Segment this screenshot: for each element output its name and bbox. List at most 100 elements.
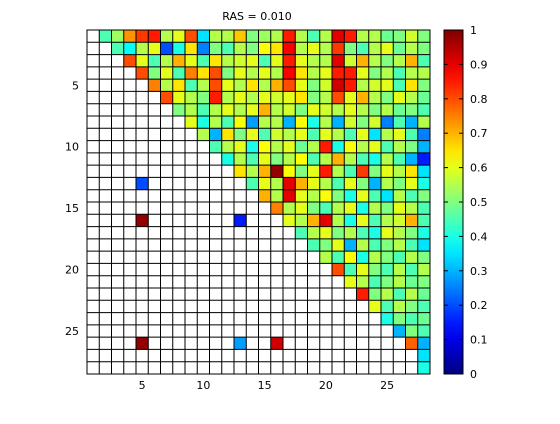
heatmap-cell (221, 66, 235, 80)
heatmap-cell (356, 202, 370, 215)
heatmap-cell (417, 165, 431, 178)
heatmap-cell (393, 128, 406, 141)
heatmap-cell (258, 103, 272, 117)
heatmap-cell (417, 288, 431, 301)
heatmap-cell (172, 103, 186, 117)
heatmap-cell (405, 79, 419, 92)
heatmap-cell (405, 202, 419, 215)
heatmap-cell (393, 152, 406, 166)
heatmap-cell (405, 263, 419, 277)
heatmap-cell (246, 103, 259, 117)
heatmap-cell (136, 177, 149, 191)
heatmap-cell (185, 79, 198, 92)
heatmap-cell (270, 66, 284, 80)
heatmap-cell (283, 214, 296, 227)
heatmap-cell (319, 202, 333, 215)
heatmap-cell (246, 128, 259, 141)
heatmap-cell (417, 91, 431, 105)
heatmap-cell (368, 79, 382, 92)
heatmap-cell (393, 288, 406, 301)
heatmap-cell (295, 165, 308, 178)
heatmap-cell (136, 214, 149, 227)
x-tick-label: 20 (319, 379, 333, 392)
heatmap-cell (417, 349, 431, 363)
heatmap-cell (307, 128, 321, 141)
heatmap-cell (319, 42, 333, 55)
heatmap-cell (270, 91, 284, 105)
heatmap-cell (136, 54, 149, 68)
heatmap-cell (295, 54, 308, 68)
heatmap-cell (381, 300, 394, 313)
heatmap-cell (246, 152, 259, 166)
heatmap-cell (417, 226, 431, 240)
heatmap-cell (393, 116, 406, 129)
heatmap-cell (344, 116, 357, 129)
heatmap-cell (319, 214, 333, 227)
heatmap-cell (258, 66, 272, 80)
heatmap-cell (160, 91, 174, 105)
heatmap-cell (332, 177, 345, 191)
heatmap-cell (393, 165, 406, 178)
heatmap-cell (356, 128, 370, 141)
heatmap-cell (393, 214, 406, 227)
heatmap-cell (356, 165, 370, 178)
colorbar-tick-label: 0.9 (470, 58, 488, 71)
heatmap-cell (185, 42, 198, 55)
heatmap-cell (258, 140, 272, 154)
heatmap-cell (307, 66, 321, 80)
heatmap-cell (319, 66, 333, 80)
heatmap-cell (405, 116, 419, 129)
heatmap-cell (185, 54, 198, 68)
heatmap-cell (356, 275, 370, 289)
heatmap-cell (246, 79, 259, 92)
heatmap-cell (417, 30, 431, 43)
heatmap-cell (136, 66, 149, 80)
heatmap-cell (405, 103, 419, 117)
heatmap-cell (393, 54, 406, 68)
heatmap-cell (381, 202, 394, 215)
heatmap-cell (417, 79, 431, 92)
heatmap-cell (393, 30, 406, 43)
colorbar-tick-label: 0.7 (470, 127, 488, 140)
heatmap-cell (319, 165, 333, 178)
heatmap-cell (405, 177, 419, 191)
heatmap-cell (405, 324, 419, 338)
heatmap-cell (234, 165, 247, 178)
heatmap-cell (381, 128, 394, 141)
heatmap-cell (258, 116, 272, 129)
heatmap-cell (270, 165, 284, 178)
heatmap-cell (381, 152, 394, 166)
heatmap-cell (234, 116, 247, 129)
heatmap-cell (319, 79, 333, 92)
heatmap-cell (258, 189, 272, 203)
heatmap-cell (393, 189, 406, 203)
heatmap-cell (319, 226, 333, 240)
heatmap-cell (356, 226, 370, 240)
heatmap-cell (356, 54, 370, 68)
heatmap-cell (319, 30, 333, 43)
heatmap-cell (307, 42, 321, 55)
heatmap-cell (258, 91, 272, 105)
heatmap-cell (307, 79, 321, 92)
heatmap-cell (405, 66, 419, 80)
heatmap-cell (270, 337, 284, 350)
heatmap-cell (332, 91, 345, 105)
heatmap-cell (283, 30, 296, 43)
heatmap-cell (319, 140, 333, 154)
heatmap-cell (381, 140, 394, 154)
heatmap-cell (234, 91, 247, 105)
y-tick-label: 15 (65, 202, 79, 215)
heatmap-cell (307, 214, 321, 227)
heatmap-cell (270, 54, 284, 68)
heatmap-cell (209, 66, 223, 80)
heatmap-cell (319, 128, 333, 141)
heatmap-cell (246, 42, 259, 55)
heatmap-cell (307, 91, 321, 105)
heatmap-cell (332, 238, 345, 252)
heatmap-cell (295, 42, 308, 55)
heatmap-cell (209, 91, 223, 105)
heatmap-cell (319, 91, 333, 105)
heatmap-cell (283, 42, 296, 55)
heatmap-cell (344, 226, 357, 240)
heatmap-cell (368, 66, 382, 80)
